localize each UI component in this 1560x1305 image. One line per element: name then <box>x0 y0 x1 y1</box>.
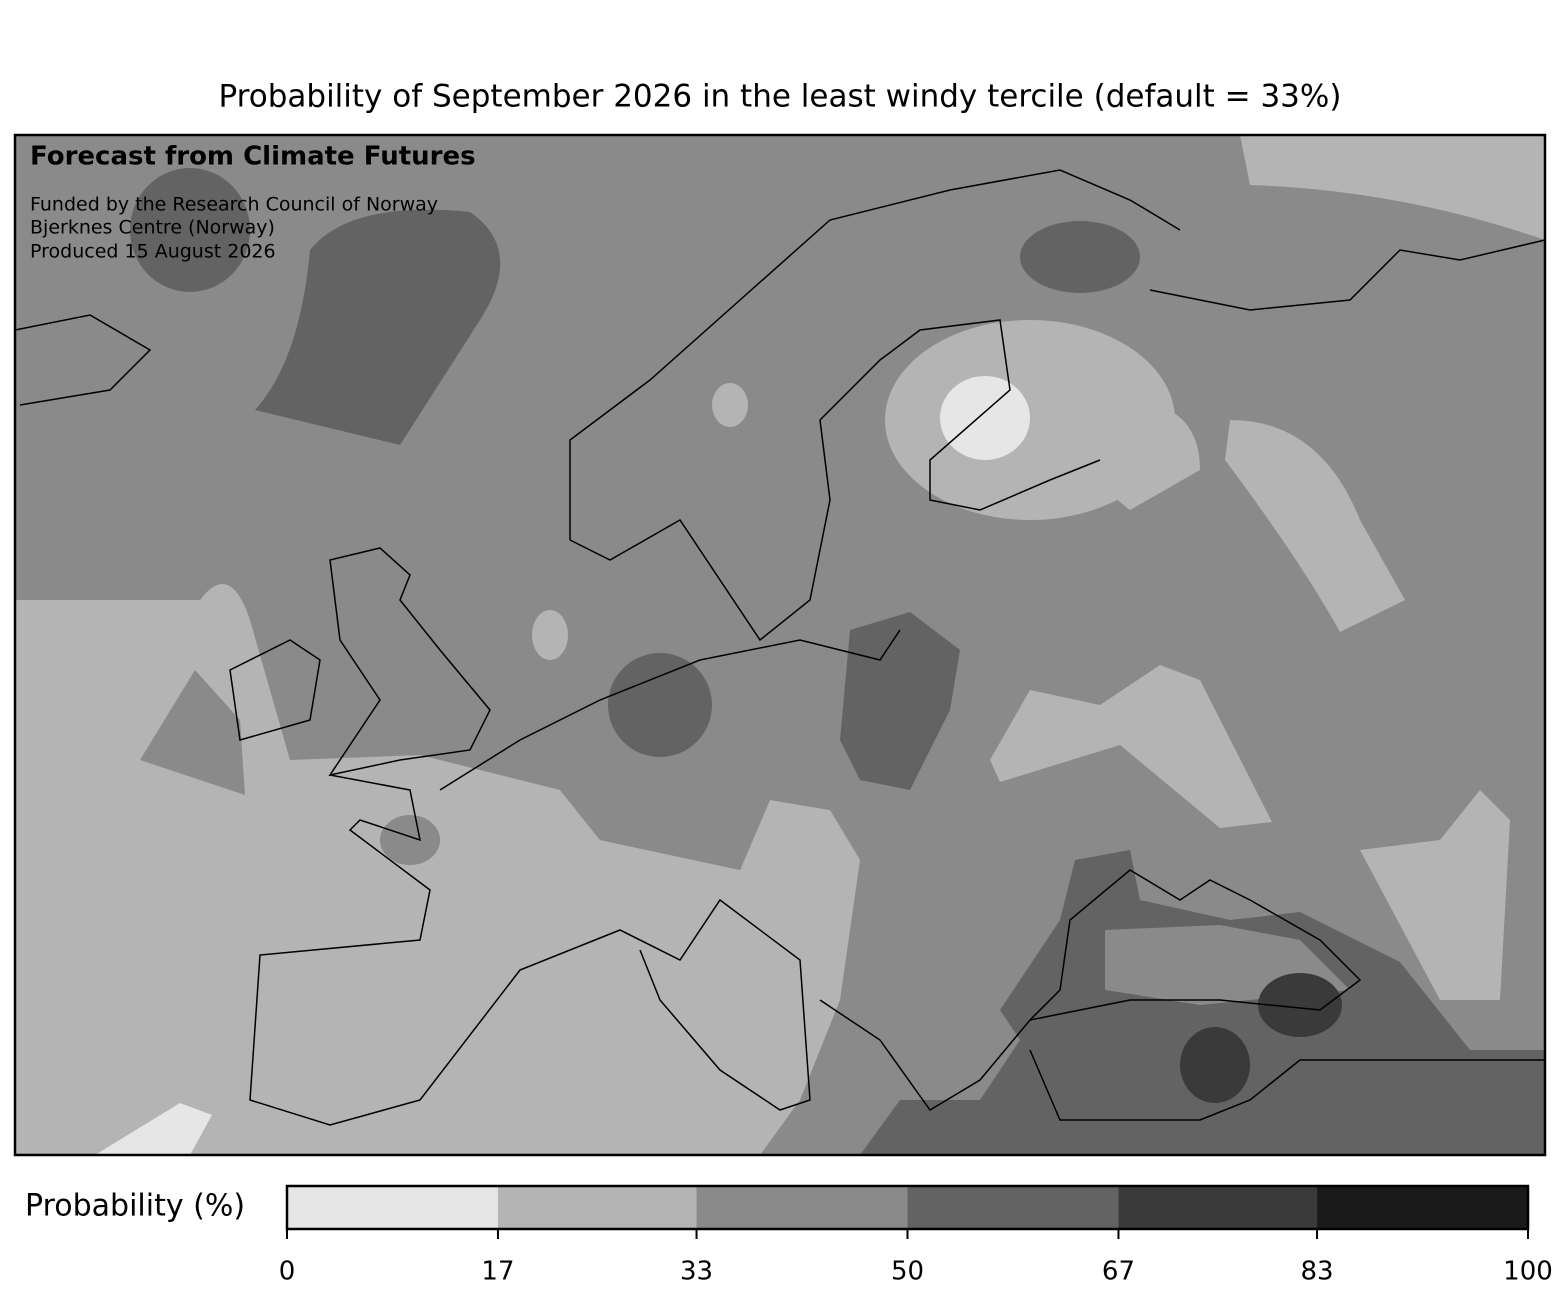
colorbar-segment <box>287 1186 498 1229</box>
colorbar-tick-label: 100 <box>1503 1257 1553 1287</box>
contour-region <box>1240 135 1545 240</box>
colorbar-label: Probability (%) <box>25 1189 245 1224</box>
coastline <box>15 314 152 406</box>
contour-region <box>1258 973 1342 1037</box>
contour-region <box>1080 400 1200 510</box>
contour-region <box>1360 790 1510 1000</box>
coastline <box>328 547 491 777</box>
map-title: Probability of September 2026 in the lea… <box>219 79 1342 115</box>
colorbar-tick-label: 83 <box>1300 1257 1333 1287</box>
contour-region <box>608 653 712 757</box>
colorbar-tick-label: 0 <box>279 1257 296 1287</box>
colorbar-segment <box>1118 1186 1318 1229</box>
colorbar-tick-label: 50 <box>891 1257 924 1287</box>
colorbar: 0 17 33 50 67 83 100 <box>279 1184 1553 1287</box>
coastline <box>229 639 321 741</box>
contour-region <box>940 376 1030 460</box>
contour-region <box>95 1103 212 1155</box>
colorbar-segment <box>497 1186 697 1229</box>
coastline <box>819 869 1545 1121</box>
coastline <box>569 169 1545 540</box>
colorbar-segment <box>1317 1186 1528 1229</box>
map-area <box>15 135 1545 1155</box>
annotation-line: Funded by the Research Council of Norway <box>30 194 438 216</box>
colorbar-segment <box>696 1186 908 1229</box>
colorbar-tick-label: 33 <box>680 1257 713 1287</box>
contour-region <box>255 209 501 445</box>
contour-region <box>712 383 748 427</box>
contour-region <box>1225 420 1405 632</box>
map-frame <box>13 133 1547 1157</box>
contour-region <box>1020 221 1140 293</box>
annotation-line: Produced 15 August 2026 <box>30 241 276 263</box>
colorbar-tick-label: 67 <box>1102 1257 1135 1287</box>
contour-region <box>1180 1027 1250 1103</box>
contour-region <box>380 815 440 865</box>
colorbar-segment <box>907 1186 1119 1229</box>
annotation-line: Bjerknes Centre (Norway) <box>30 217 275 239</box>
coastline <box>249 774 811 1126</box>
contour-region <box>130 168 250 292</box>
coastline <box>569 319 1101 642</box>
contour-region <box>140 670 245 795</box>
contour-region <box>532 610 568 660</box>
coastline <box>439 629 901 791</box>
map-heading: Forecast from Climate Futures <box>30 142 476 172</box>
contour-region <box>840 612 960 790</box>
contour-region <box>990 665 1272 828</box>
colorbar-tick-label: 17 <box>481 1257 514 1287</box>
